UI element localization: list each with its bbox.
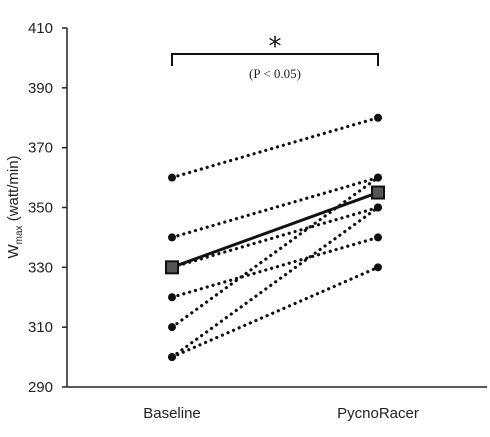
y-axis-label: Wmax (watt/min) [5, 155, 25, 258]
y-axis-label-subscript: max [14, 225, 25, 244]
mean-point [165, 260, 179, 275]
y-tick-label: 310 [28, 319, 53, 336]
series-group [168, 113, 382, 362]
individual-point [374, 113, 382, 122]
x-tick-label: PycnoRacer [337, 405, 419, 422]
significance-annotation: * (P < 0.05) [171, 32, 379, 81]
mean-series [165, 185, 385, 275]
individual-point [374, 263, 382, 272]
individual-series [168, 203, 382, 272]
y-tick-label: 330 [28, 259, 53, 276]
individual-point [168, 293, 176, 302]
significance-star: * [269, 32, 282, 62]
x-axis-labels: Baseline PycnoRacer [143, 405, 419, 422]
individual-point [168, 353, 176, 362]
individual-line [170, 205, 380, 269]
individual-line [170, 205, 380, 359]
x-tick-label: Baseline [143, 405, 201, 422]
mean-point [371, 185, 385, 200]
individual-line [170, 175, 380, 240]
individual-line [170, 175, 380, 329]
y-tick-label: 290 [28, 379, 53, 396]
individual-point [374, 203, 382, 212]
y-tick-label: 410 [28, 20, 53, 37]
y-tick-label: 370 [28, 140, 53, 157]
individual-point [374, 233, 382, 242]
y-axis-label-main: W [5, 244, 22, 259]
individual-series [168, 233, 382, 302]
individual-line [170, 235, 380, 299]
individual-line [170, 116, 380, 180]
y-tick-label: 350 [28, 200, 53, 217]
mean-line [171, 191, 379, 269]
significance-bracket [171, 53, 379, 66]
individual-series [168, 113, 382, 182]
individual-series [168, 263, 382, 362]
individual-point [168, 233, 176, 242]
individual-series [168, 173, 382, 332]
y-tick-label: 390 [28, 80, 53, 97]
individual-series [168, 203, 382, 362]
individual-point [168, 173, 176, 182]
significance-pvalue: (P < 0.05) [249, 66, 301, 81]
y-axis-label-unit: (watt/min) [5, 155, 22, 225]
individual-line [170, 265, 380, 359]
y-axis-ticks: 290 310 330 350 370 390 410 [28, 20, 67, 396]
individual-point [374, 173, 382, 182]
individual-point [168, 323, 176, 332]
